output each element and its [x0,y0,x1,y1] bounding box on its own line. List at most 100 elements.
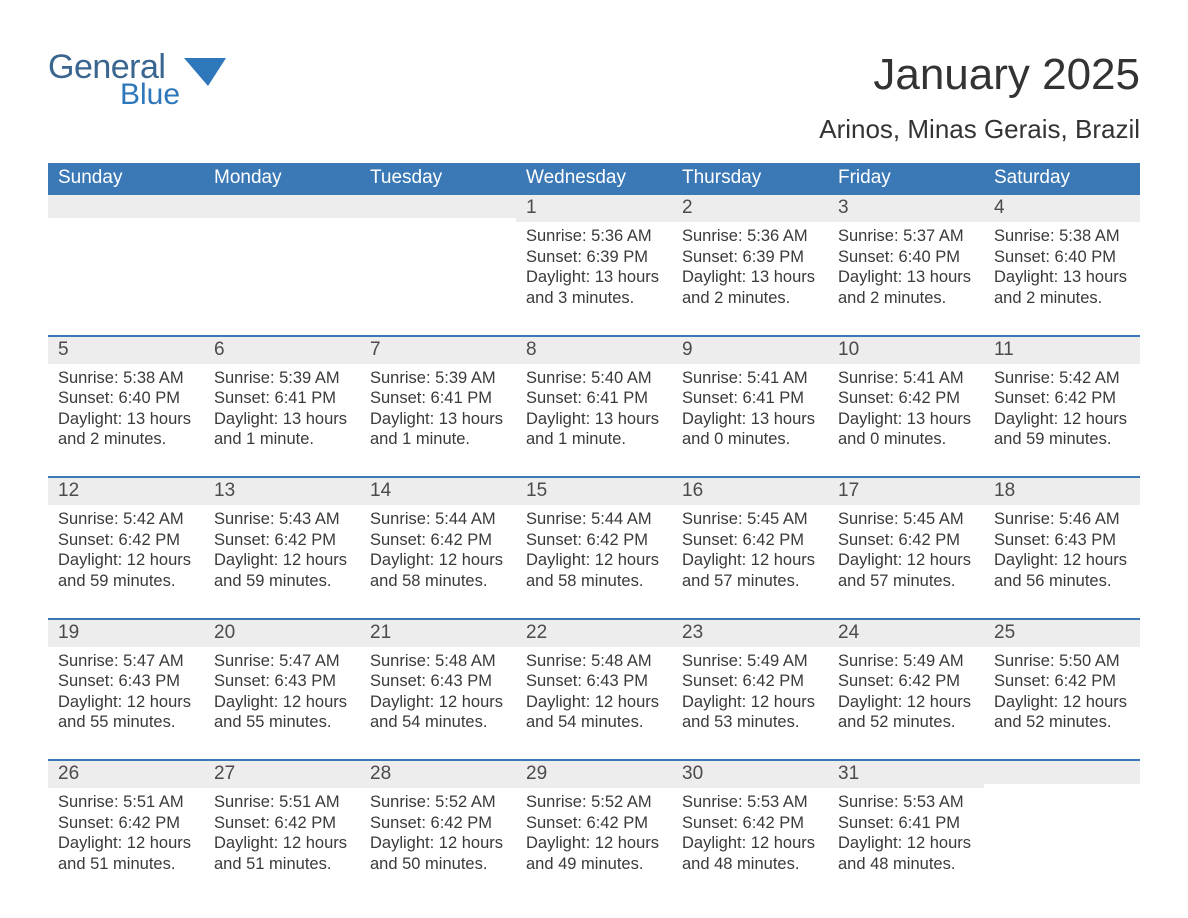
day-number-row: 24 [828,620,984,647]
sunset-line: Sunset: 6:42 PM [682,671,818,692]
sunrise-line: Sunrise: 5:53 AM [838,792,974,813]
day-number: 22 [526,622,547,643]
day-number-row: 13 [204,478,360,505]
daylight-line: Daylight: 12 hours and 59 minutes. [994,409,1130,450]
day-number-row: 4 [984,195,1140,222]
day-number: 27 [214,763,235,784]
logo: General Blue [48,50,226,110]
sunset-line: Sunset: 6:40 PM [994,247,1130,268]
day-cell: 3Sunrise: 5:37 AMSunset: 6:40 PMDaylight… [828,195,984,335]
day-cell: 8Sunrise: 5:40 AMSunset: 6:41 PMDaylight… [516,337,672,477]
daylight-line: Daylight: 12 hours and 52 minutes. [838,692,974,733]
day-number: 10 [838,339,859,360]
sunrise-line: Sunrise: 5:46 AM [994,509,1130,530]
day-number-row: 1 [516,195,672,222]
daylight-line: Daylight: 12 hours and 52 minutes. [994,692,1130,733]
daylight-line: Daylight: 12 hours and 59 minutes. [214,550,350,591]
sunset-line: Sunset: 6:42 PM [214,530,350,551]
day-number-row: 19 [48,620,204,647]
sunrise-line: Sunrise: 5:42 AM [58,509,194,530]
sunset-line: Sunset: 6:42 PM [58,530,194,551]
day-number: 29 [526,763,547,784]
weekday-header: Sunday [48,163,204,195]
sunset-line: Sunset: 6:43 PM [526,671,662,692]
sunrise-line: Sunrise: 5:39 AM [370,368,506,389]
day-number: 21 [370,622,391,643]
sunset-line: Sunset: 6:42 PM [838,530,974,551]
sunset-line: Sunset: 6:40 PM [838,247,974,268]
day-number-row: 10 [828,337,984,364]
day-number-row: 26 [48,761,204,788]
daylight-line: Daylight: 12 hours and 54 minutes. [370,692,506,733]
page-title: January 2025 [819,50,1140,100]
day-cell [984,761,1140,901]
day-number: 16 [682,480,703,501]
sunrise-line: Sunrise: 5:36 AM [526,226,662,247]
daylight-line: Daylight: 12 hours and 51 minutes. [214,833,350,874]
calendar: Sunday Monday Tuesday Wednesday Thursday… [48,163,1140,901]
daylight-line: Daylight: 12 hours and 50 minutes. [370,833,506,874]
sunset-line: Sunset: 6:42 PM [994,388,1130,409]
week-row: 19Sunrise: 5:47 AMSunset: 6:43 PMDayligh… [48,618,1140,760]
day-number-row: 25 [984,620,1140,647]
daylight-line: Daylight: 12 hours and 55 minutes. [58,692,194,733]
sunset-line: Sunset: 6:42 PM [838,671,974,692]
sunset-line: Sunset: 6:41 PM [526,388,662,409]
daylight-line: Daylight: 12 hours and 57 minutes. [838,550,974,591]
daylight-line: Daylight: 13 hours and 0 minutes. [682,409,818,450]
sunrise-line: Sunrise: 5:45 AM [682,509,818,530]
day-number-row-empty [204,195,360,218]
daylight-line: Daylight: 12 hours and 53 minutes. [682,692,818,733]
daylight-line: Daylight: 12 hours and 51 minutes. [58,833,194,874]
day-cell: 13Sunrise: 5:43 AMSunset: 6:42 PMDayligh… [204,478,360,618]
day-number: 11 [994,339,1014,360]
day-number-row: 15 [516,478,672,505]
sunset-line: Sunset: 6:43 PM [370,671,506,692]
sunrise-line: Sunrise: 5:52 AM [526,792,662,813]
sunrise-line: Sunrise: 5:50 AM [994,651,1130,672]
day-cell: 15Sunrise: 5:44 AMSunset: 6:42 PMDayligh… [516,478,672,618]
sunset-line: Sunset: 6:42 PM [682,813,818,834]
title-block: January 2025 Arinos, Minas Gerais, Brazi… [819,50,1140,145]
day-number: 23 [682,622,703,643]
day-number-row: 7 [360,337,516,364]
daylight-line: Daylight: 13 hours and 1 minute. [370,409,506,450]
day-number: 3 [838,197,849,218]
day-number: 12 [58,480,79,501]
day-number: 17 [838,480,859,501]
day-number-row: 31 [828,761,984,788]
day-number-row: 14 [360,478,516,505]
day-cell [204,195,360,335]
day-number-row: 28 [360,761,516,788]
sunset-line: Sunset: 6:42 PM [526,813,662,834]
sunset-line: Sunset: 6:40 PM [58,388,194,409]
day-number-row: 6 [204,337,360,364]
weekday-header: Thursday [672,163,828,195]
sunrise-line: Sunrise: 5:37 AM [838,226,974,247]
day-number-row: 17 [828,478,984,505]
day-number: 14 [370,480,391,501]
day-number-row-empty [48,195,204,218]
sunset-line: Sunset: 6:39 PM [682,247,818,268]
day-number: 9 [682,339,693,360]
weekday-header: Wednesday [516,163,672,195]
sunset-line: Sunset: 6:42 PM [682,530,818,551]
daylight-line: Daylight: 12 hours and 59 minutes. [58,550,194,591]
day-cell: 5Sunrise: 5:38 AMSunset: 6:40 PMDaylight… [48,337,204,477]
weekday-header: Friday [828,163,984,195]
day-number: 19 [58,622,79,643]
daylight-line: Daylight: 13 hours and 2 minutes. [994,267,1130,308]
sunrise-line: Sunrise: 5:48 AM [370,651,506,672]
day-cell: 10Sunrise: 5:41 AMSunset: 6:42 PMDayligh… [828,337,984,477]
sunset-line: Sunset: 6:42 PM [994,671,1130,692]
week-row: 26Sunrise: 5:51 AMSunset: 6:42 PMDayligh… [48,759,1140,901]
day-number-row: 20 [204,620,360,647]
sunrise-line: Sunrise: 5:36 AM [682,226,818,247]
day-cell: 11Sunrise: 5:42 AMSunset: 6:42 PMDayligh… [984,337,1140,477]
day-number: 13 [214,480,235,501]
sunset-line: Sunset: 6:43 PM [994,530,1130,551]
daylight-line: Daylight: 13 hours and 1 minute. [526,409,662,450]
daylight-line: Daylight: 12 hours and 57 minutes. [682,550,818,591]
day-number: 15 [526,480,547,501]
day-number: 1 [526,197,537,218]
